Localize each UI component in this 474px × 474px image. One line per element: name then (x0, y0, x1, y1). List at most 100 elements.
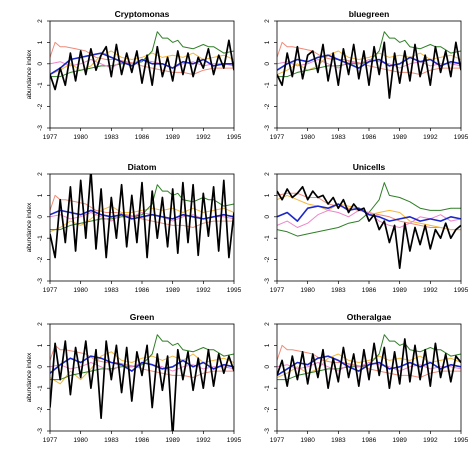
x-tick-label: 1983 (331, 437, 346, 444)
x-tick-label: 1977 (270, 134, 285, 141)
panel-otheralgae: Otheralgae 1977 1980 1983 1986 1989 1992 1995 -3… (264, 312, 469, 444)
series-line-blue (50, 52, 234, 76)
x-tick-label: 1995 (454, 287, 469, 294)
x-tick-label: 1980 (300, 134, 315, 141)
x-tick-label: 1986 (362, 134, 377, 141)
series-group (50, 174, 234, 259)
x-tick-label: 1992 (196, 437, 211, 444)
panel-title: bluegreen (349, 9, 390, 19)
x-tick-label: 1989 (392, 287, 407, 294)
panel-diatom: Diatom 1977 1980 1983 1986 1989 1992 1995 -3 -2 -1… (26, 162, 242, 294)
y-tick-label: -2 (264, 103, 271, 109)
series-line-red (277, 344, 461, 378)
x-tick-label: 1986 (362, 437, 377, 444)
series-line-black (277, 185, 461, 270)
y-tick-label: -1 (264, 82, 271, 88)
series-group (50, 31, 234, 91)
y-tick-label: 0 (264, 365, 271, 369)
x-tick-label: 1992 (196, 134, 211, 141)
x-tick-label: 1980 (73, 437, 88, 444)
panel-title: Green (130, 312, 155, 322)
y-tick-label: -3 (264, 125, 271, 131)
y-tick-label: 1 (264, 343, 271, 347)
series-line-green (50, 334, 234, 381)
x-tick-label: 1980 (300, 287, 315, 294)
x-tick-label: 1977 (270, 287, 285, 294)
x-tick-label: 1977 (43, 437, 58, 444)
series-group (277, 182, 461, 270)
panel-title: Diatom (128, 162, 157, 172)
y-tick-label: 0 (264, 62, 271, 66)
y-tick-label: 1 (264, 40, 271, 44)
y-tick-label: -3 (37, 125, 44, 131)
series-line-orange (50, 205, 234, 233)
x-tick-label: 1989 (392, 134, 407, 141)
series-line-black (277, 41, 461, 99)
series-line-blue (277, 54, 461, 71)
series-group (277, 31, 461, 99)
y-tick-label: 1 (37, 343, 44, 347)
series-line-pink (277, 59, 461, 69)
y-tick-label: -2 (264, 406, 271, 412)
y-tick-label: -3 (37, 428, 44, 434)
series-line-blue (277, 203, 461, 222)
y-tick-label: -2 (37, 406, 44, 412)
y-axis-label: abundance index (26, 352, 33, 402)
x-tick-label: 1995 (227, 134, 242, 141)
y-tick-label: -3 (264, 428, 271, 434)
y-tick-label: -1 (37, 385, 44, 391)
x-tick-label: 1983 (331, 134, 346, 141)
y-tick-label: 1 (37, 40, 44, 44)
series-line-black (277, 338, 461, 390)
y-tick-label: -3 (264, 278, 271, 284)
x-tick-label: 1983 (104, 287, 119, 294)
x-tick-label: 1989 (165, 134, 180, 141)
y-tick-label: -2 (37, 256, 44, 262)
x-tick-label: 1995 (454, 134, 469, 141)
plot-frame (49, 20, 235, 129)
panel-title: Cryptomonas (115, 9, 170, 19)
x-tick-label: 1980 (73, 134, 88, 141)
y-tick-label: 2 (37, 322, 44, 326)
x-tick-label: 1980 (300, 437, 315, 444)
x-tick-label: 1983 (104, 437, 119, 444)
series-line-green (277, 31, 461, 78)
x-tick-label: 1995 (227, 287, 242, 294)
x-tick-label: 1995 (227, 437, 242, 444)
y-tick-label: -3 (37, 278, 44, 284)
y-tick-label: 1 (37, 193, 44, 197)
x-tick-label: 1989 (165, 287, 180, 294)
series-line-blue (277, 355, 461, 377)
x-tick-label: 1977 (270, 437, 285, 444)
series-group (277, 334, 461, 390)
panel-bluegreen: bluegreen 1977 1980 1983 1986 1989 1992 1995 -3 -… (264, 9, 469, 141)
y-tick-label: -1 (264, 385, 271, 391)
panel-title: Unicells (353, 162, 386, 172)
x-tick-label: 1989 (392, 437, 407, 444)
y-tick-label: -1 (37, 82, 44, 88)
panel-title: Otheralgae (347, 312, 392, 322)
series-line-green (277, 182, 461, 237)
y-tick-label: -1 (37, 235, 44, 241)
series-line-black (50, 174, 234, 259)
y-tick-label: 2 (264, 172, 271, 176)
series-line-pink (277, 362, 461, 372)
y-tick-label: 0 (37, 215, 44, 219)
x-tick-label: 1983 (331, 287, 346, 294)
x-tick-label: 1992 (196, 287, 211, 294)
y-tick-label: 1 (264, 193, 271, 197)
series-line-black (50, 340, 234, 431)
y-tick-label: -2 (37, 103, 44, 109)
x-tick-label: 1989 (165, 437, 180, 444)
y-tick-label: 2 (37, 19, 44, 23)
plot-frame (276, 20, 462, 129)
panel-green: Green 1977 1980 1983 1986 1989 1992 1995 -3 -2 -1 0… (26, 312, 242, 444)
x-tick-label: 1977 (43, 134, 58, 141)
series-line-blue (50, 355, 234, 374)
x-tick-label: 1986 (135, 134, 150, 141)
series-line-red (277, 41, 461, 75)
x-tick-label: 1983 (104, 134, 119, 141)
x-tick-label: 1992 (423, 287, 438, 294)
y-tick-label: 2 (37, 172, 44, 176)
series-line-black (50, 39, 234, 91)
